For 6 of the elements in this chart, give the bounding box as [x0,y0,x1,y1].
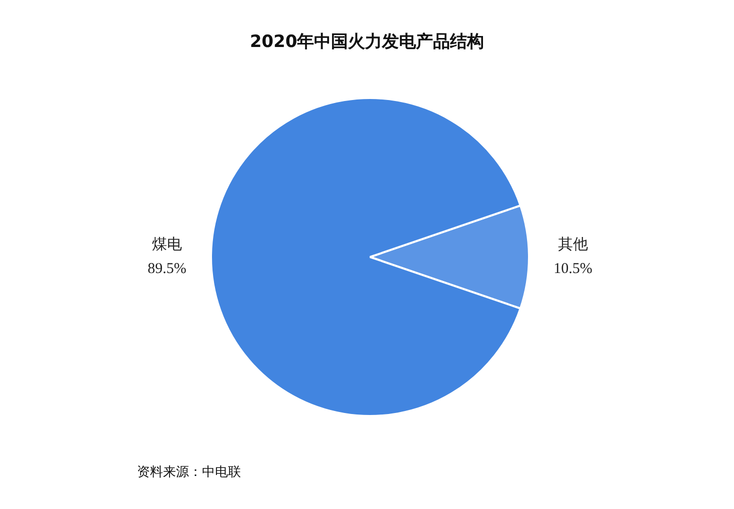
chart-title: 2020年中国火力发电产品结构 [248,31,486,53]
text: 资料来源：中电联 [137,464,241,481]
slice-label: 其他 [558,236,588,253]
slice-label: 煤电 [152,236,182,253]
data-label: 89.5% [148,260,186,277]
data-label: 10.5% [554,260,592,277]
